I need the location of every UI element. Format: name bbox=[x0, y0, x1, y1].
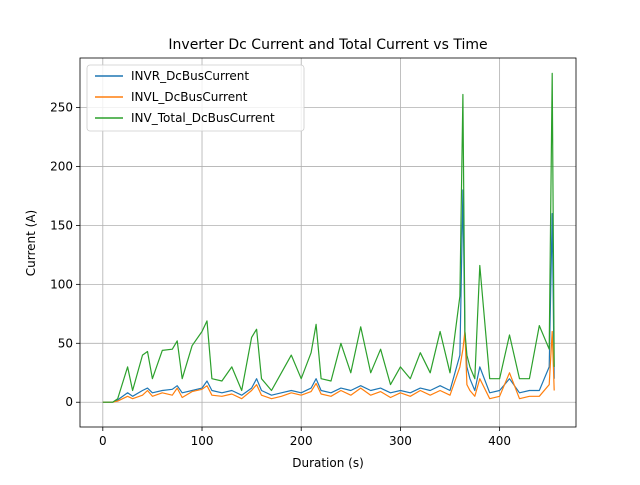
legend-entry-label: INVL_DcBusCurrent bbox=[131, 90, 248, 104]
y-tick-label: 0 bbox=[65, 395, 73, 409]
series-line-invr-dcbuscurrent bbox=[102, 189, 555, 403]
x-tick-label: 300 bbox=[389, 434, 412, 448]
x-tick-label: 400 bbox=[488, 434, 511, 448]
x-tick-label: 200 bbox=[290, 434, 313, 448]
series-line-inv-total-dcbuscurrent bbox=[102, 72, 555, 403]
chart-title: Inverter Dc Current and Total Current vs… bbox=[168, 37, 487, 53]
y-axis-label: Current (A) bbox=[24, 210, 38, 276]
y-tick-label: 200 bbox=[50, 159, 73, 173]
series-line-invl-dcbuscurrent bbox=[102, 330, 555, 403]
plot-frame bbox=[79, 57, 577, 428]
y-tick-label: 250 bbox=[50, 101, 73, 115]
legend-entry-label: INVR_DcBusCurrent bbox=[131, 69, 249, 83]
x-axis-label: Duration (s) bbox=[292, 456, 364, 470]
y-tick-label: 150 bbox=[50, 218, 73, 232]
legend-box bbox=[86, 64, 305, 132]
legend: INVR_DcBusCurrent INVL_DcBusCurrent INV_To… bbox=[86, 64, 305, 132]
y-tick-label: 100 bbox=[50, 277, 73, 291]
y-tick-label: 50 bbox=[58, 336, 73, 350]
x-tick-label: 100 bbox=[191, 434, 214, 448]
series-lines bbox=[102, 72, 555, 403]
axis-ticks: 0 100 200 300 400 0 50 100 150 200 250 bbox=[50, 101, 511, 448]
x-tick-label: 0 bbox=[99, 434, 107, 448]
legend-entry-label: INV_Total_DcBusCurrent bbox=[131, 111, 275, 125]
